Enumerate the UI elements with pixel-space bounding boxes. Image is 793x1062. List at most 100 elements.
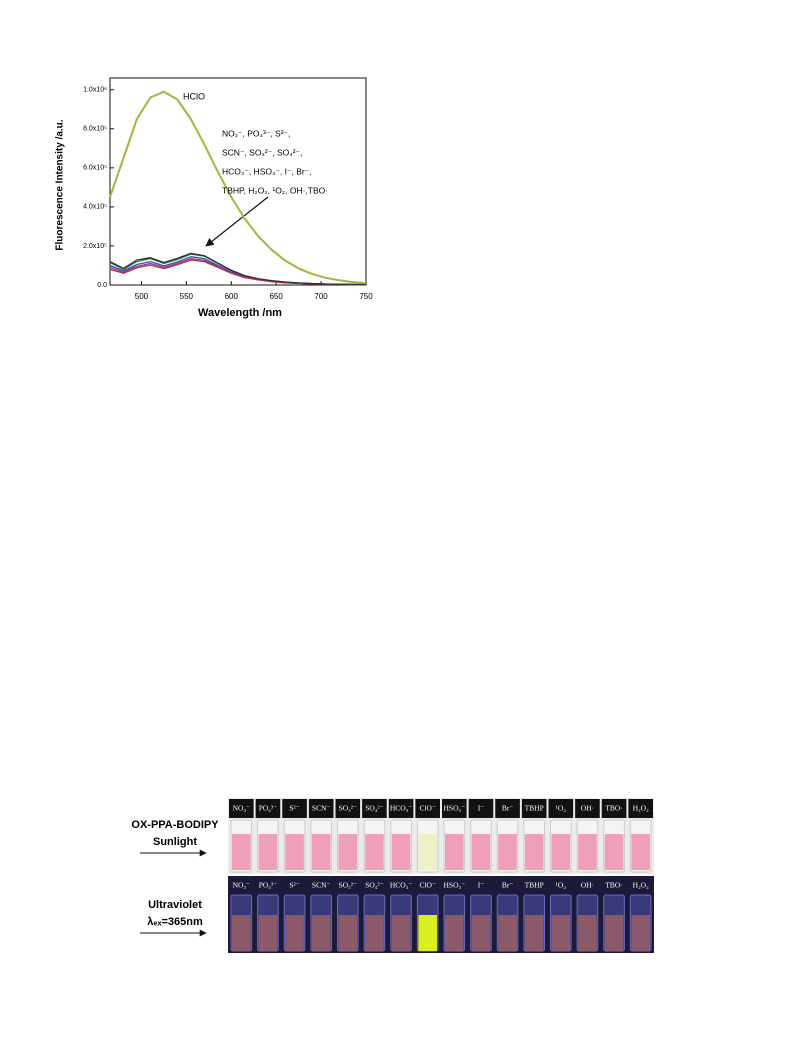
vial-label: Br⁻ bbox=[502, 804, 514, 813]
uv-liquid bbox=[391, 915, 411, 951]
spectrum-line bbox=[109, 252, 367, 286]
label-band bbox=[548, 799, 574, 818]
annotation-line: TBHP, H₂O₂, ¹O₂, OH·,TBO· bbox=[222, 185, 328, 195]
vial-label: ¹O₂ bbox=[556, 881, 567, 890]
curve-label: HClO bbox=[183, 91, 205, 101]
label-band bbox=[308, 799, 334, 818]
x-tick-label: 500 bbox=[135, 292, 149, 301]
vial-label: PO₄³⁻ bbox=[259, 804, 277, 813]
vial-label: TBHP bbox=[525, 804, 544, 813]
liquid bbox=[604, 834, 624, 870]
uv-liquid bbox=[258, 915, 278, 951]
label-band bbox=[362, 799, 387, 818]
vial-label: S²⁻ bbox=[289, 804, 299, 813]
vial-label: ¹O₂ bbox=[556, 804, 567, 813]
liquid bbox=[498, 834, 517, 870]
uv-liquid bbox=[232, 915, 251, 951]
vial-label: SO₃²⁻ bbox=[339, 804, 357, 813]
y-axis-title: Fluorescence Intensity /a.u. bbox=[55, 119, 66, 250]
vial-photo: OX-PPA-BODIPY Sunlight Ultraviolet λₑₓ=3… bbox=[131, 798, 654, 953]
liquid bbox=[418, 834, 437, 870]
vial-label: HSO₃⁻ bbox=[444, 804, 466, 813]
annotation-line: SCN⁻, SO₃²⁻, SO₄²⁻, bbox=[222, 147, 302, 157]
vial-label: ClO⁻ bbox=[419, 804, 436, 813]
y-tick-label: 0.0 bbox=[97, 282, 107, 289]
vial-label: OH· bbox=[581, 804, 594, 813]
label-band bbox=[521, 799, 547, 818]
label-band bbox=[575, 799, 600, 818]
label-band bbox=[335, 799, 361, 818]
uv-liquid bbox=[445, 915, 464, 951]
vial-label: TBO· bbox=[605, 881, 623, 890]
annotation-arrow bbox=[205, 196, 269, 247]
vial-label: H₂O₂ bbox=[633, 881, 649, 890]
y-tick-label: 4.0x10⁵ bbox=[83, 204, 107, 211]
vial-label: OH· bbox=[581, 881, 594, 890]
annotation-line: HCO₃⁻, HSO₃⁻, I⁻, Br⁻, bbox=[222, 166, 312, 176]
label-band bbox=[495, 799, 520, 818]
vial-label: SO₃²⁻ bbox=[339, 881, 357, 890]
vial-label: SCN⁻ bbox=[312, 804, 331, 813]
label-band bbox=[388, 799, 414, 818]
x-tick-label: 650 bbox=[269, 292, 283, 301]
uv-liquid bbox=[471, 915, 491, 951]
uv-label: Ultraviolet bbox=[148, 899, 202, 911]
sunlight-label: Sunlight bbox=[153, 836, 197, 848]
vial-label: NO₃⁻ bbox=[233, 881, 250, 890]
liquid bbox=[285, 834, 304, 870]
spectrum-line bbox=[109, 256, 367, 286]
liquid bbox=[311, 834, 331, 870]
label-band bbox=[601, 799, 627, 818]
plot-frame bbox=[109, 77, 367, 286]
vial-label: TBO· bbox=[605, 804, 623, 813]
x-tick-label: 750 bbox=[359, 292, 373, 301]
vial-label: SO₄²⁻ bbox=[365, 804, 383, 813]
uv-liquid bbox=[551, 915, 571, 951]
liquid bbox=[578, 834, 597, 870]
uv-liquid bbox=[604, 915, 624, 951]
uv-liquid bbox=[311, 915, 331, 951]
label-band bbox=[628, 799, 653, 818]
label-band bbox=[255, 799, 281, 818]
label-band bbox=[468, 799, 494, 818]
uv-liquid bbox=[338, 915, 358, 951]
vial-label: HSO₃⁻ bbox=[444, 881, 466, 890]
uv-liquid bbox=[418, 915, 437, 951]
liquid bbox=[338, 834, 358, 870]
label-band bbox=[415, 799, 440, 818]
vial-label: NO₃⁻ bbox=[233, 804, 250, 813]
uv-liquid bbox=[578, 915, 597, 951]
vial-label: I⁻ bbox=[478, 804, 484, 813]
label-band bbox=[229, 799, 254, 818]
x-tick-label: 550 bbox=[180, 292, 194, 301]
vial-label: HCO₃⁻ bbox=[390, 804, 412, 813]
uv-liquid bbox=[285, 915, 304, 951]
liquid bbox=[391, 834, 411, 870]
x-axis-title: Wavelength /nm bbox=[198, 307, 282, 319]
spectrum-line bbox=[109, 90, 367, 284]
vial-label: Br⁻ bbox=[502, 881, 514, 890]
uv-liquid bbox=[365, 915, 384, 951]
x-tick-label: 700 bbox=[314, 292, 328, 301]
annotation-line: NO₂⁻, PO₄³⁻, S²⁻, bbox=[222, 128, 290, 138]
vial-label: TBHP bbox=[525, 881, 544, 890]
liquid bbox=[551, 834, 571, 870]
uv-liquid bbox=[631, 915, 650, 951]
vial-label: I⁻ bbox=[478, 881, 484, 890]
vial-label: SO₄²⁻ bbox=[365, 881, 383, 890]
label-band bbox=[442, 799, 467, 818]
vial-label: S²⁻ bbox=[289, 881, 299, 890]
uv-liquid bbox=[498, 915, 517, 951]
vial-label: HCO₃⁻ bbox=[390, 881, 412, 890]
label-band bbox=[282, 799, 307, 818]
vial-label: ClO⁻ bbox=[419, 881, 436, 890]
liquid bbox=[524, 834, 544, 870]
probe-label: OX-PPA-BODIPY bbox=[131, 819, 219, 831]
liquid bbox=[471, 834, 491, 870]
liquid bbox=[258, 834, 278, 870]
liquid bbox=[232, 834, 251, 870]
y-tick-label: 1.0x10⁶ bbox=[83, 87, 107, 94]
y-tick-label: 2.0x10⁵ bbox=[83, 243, 107, 250]
